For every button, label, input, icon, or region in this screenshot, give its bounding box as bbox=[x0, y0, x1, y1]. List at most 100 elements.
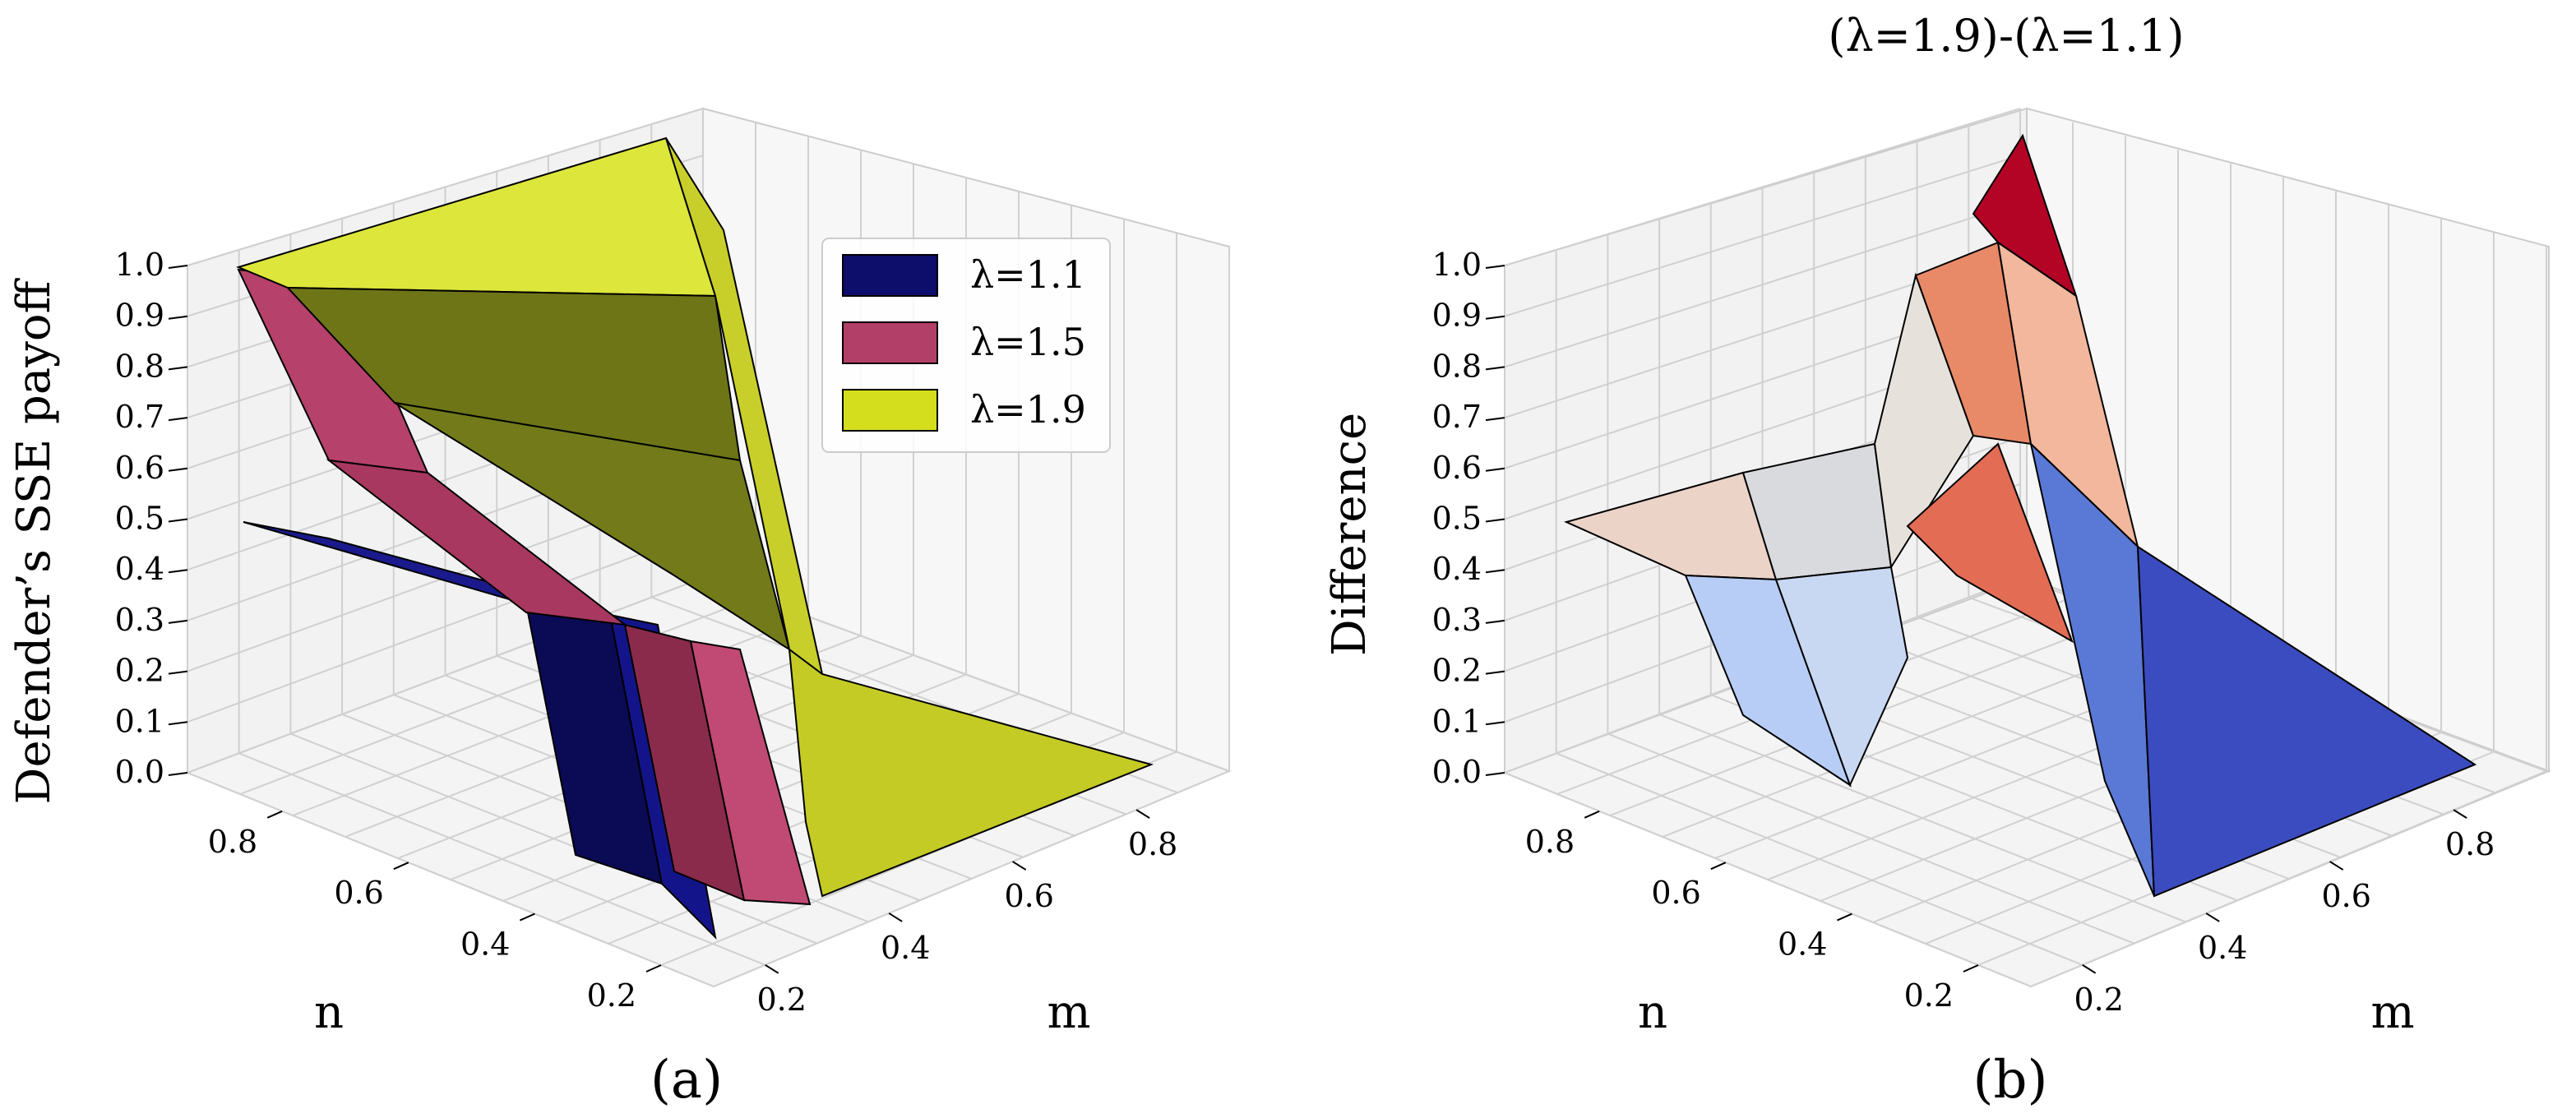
z-tick-label: 0.7 bbox=[115, 399, 164, 435]
z-tick-label: 0.4 bbox=[115, 551, 164, 587]
z-tick-label: 0.4 bbox=[1432, 551, 1482, 587]
z-tick bbox=[1485, 569, 1505, 574]
z-tick-label: 0.6 bbox=[115, 450, 164, 486]
n-tick bbox=[645, 964, 662, 972]
z-tick bbox=[1485, 670, 1505, 675]
surface-lambda-1.9 bbox=[236, 136, 1154, 898]
n-tick bbox=[1963, 964, 1979, 972]
z-tick-label: 0.8 bbox=[1432, 348, 1482, 384]
z-tick bbox=[1485, 721, 1505, 726]
n-tick bbox=[1710, 862, 1727, 871]
panel-b-ylabel: n bbox=[1638, 986, 1667, 1039]
m-tick-label: 0.4 bbox=[881, 930, 930, 966]
z-tick bbox=[168, 772, 188, 776]
diff-floor-flat bbox=[2136, 545, 2477, 898]
panel-a-zlabel: Defender’s SSE payoff bbox=[7, 277, 61, 804]
legend-label-lambda-1.9: λ=1.9 bbox=[970, 387, 1086, 432]
surface-lambda-1.5 bbox=[237, 268, 812, 906]
z-tick-label: 1.0 bbox=[115, 247, 164, 283]
z-tick bbox=[1485, 315, 1505, 320]
n-tick-label: 0.6 bbox=[334, 875, 383, 911]
panel-a-ticks: 0.0 0.1 0.2 0.3 0.4 0.5 0.6 0.7 0.8 0.9 1.0 0.8 0.6 0… bbox=[115, 247, 1178, 1018]
surface-1.9-plateau bbox=[236, 136, 717, 298]
z-tick bbox=[168, 467, 188, 472]
n-tick-label: 0.2 bbox=[1904, 977, 1954, 1014]
m-tick bbox=[1135, 809, 1150, 820]
diff-near-mid-well bbox=[1774, 566, 1909, 788]
panel-a-caption: (a) bbox=[650, 1050, 723, 1111]
panel-a-xlabel: m bbox=[1047, 986, 1090, 1039]
m-tick bbox=[888, 912, 903, 922]
z-tick bbox=[1485, 619, 1505, 624]
legend-swatch-lambda-1.5 bbox=[842, 321, 938, 364]
panel-a-legend: λ=1.1 λ=1.5 λ=1.9 bbox=[821, 238, 1111, 453]
z-tick bbox=[1485, 772, 1505, 776]
panel-b-xlabel: m bbox=[2370, 986, 2414, 1039]
z-tick bbox=[168, 366, 188, 371]
z-tick-label: 0.8 bbox=[115, 348, 164, 384]
z-tick-label: 0.1 bbox=[1432, 703, 1482, 739]
z-tick-label: 0.5 bbox=[115, 501, 164, 537]
legend-label-lambda-1.1: λ=1.1 bbox=[970, 252, 1086, 297]
z-tick bbox=[168, 417, 188, 422]
m-tick-label: 0.8 bbox=[2445, 826, 2495, 862]
z-tick-label: 0.1 bbox=[115, 703, 164, 739]
diff-mid-bump bbox=[1906, 442, 2074, 644]
m-tick-label: 0.8 bbox=[1128, 826, 1177, 862]
m-tick bbox=[765, 963, 779, 974]
z-tick-label: 0.0 bbox=[115, 754, 164, 790]
m-tick bbox=[2082, 963, 2097, 974]
legend-swatch-lambda-1.9 bbox=[842, 389, 938, 432]
m-tick-label: 0.2 bbox=[756, 982, 806, 1018]
z-tick bbox=[168, 670, 188, 675]
z-tick bbox=[168, 721, 188, 726]
m-tick-label: 0.6 bbox=[1004, 878, 1053, 914]
z-tick bbox=[1485, 265, 1505, 269]
panel-b-title: (λ=1.9)-(λ=1.1) bbox=[1828, 10, 2184, 62]
z-tick-label: 0.9 bbox=[1432, 298, 1482, 334]
n-tick-label: 0.8 bbox=[1525, 824, 1575, 860]
m-tick bbox=[2329, 861, 2344, 871]
legend-swatch-lambda-1.1 bbox=[842, 254, 938, 297]
n-tick-label: 0.4 bbox=[460, 926, 510, 963]
z-tick-label: 0.9 bbox=[115, 298, 164, 334]
z-tick-label: 0.5 bbox=[1432, 501, 1482, 537]
legend-label-lambda-1.5: λ=1.5 bbox=[970, 320, 1086, 364]
n-tick bbox=[393, 862, 409, 871]
n-tick bbox=[1584, 810, 1600, 819]
n-tick-label: 0.4 bbox=[1778, 926, 1827, 963]
n-tick bbox=[1836, 912, 1852, 922]
z-tick bbox=[168, 569, 188, 574]
panel-a: 0.0 0.1 0.2 0.3 0.4 0.5 0.6 0.7 0.8 0.9 1.0 0.8 0.6 0… bbox=[7, 107, 1232, 1111]
n-tick-label: 0.6 bbox=[1651, 875, 1700, 911]
n-tick-label: 0.8 bbox=[208, 824, 257, 860]
z-tick-label: 0.2 bbox=[115, 653, 164, 689]
z-tick-label: 0.2 bbox=[1432, 653, 1482, 689]
panel-b-ticks: 0.0 0.1 0.2 0.3 0.4 0.5 0.6 0.7 0.8 0.9 1.0 0.8 0.6 0… bbox=[1432, 247, 2495, 1018]
m-tick bbox=[2453, 809, 2467, 820]
difference-surface bbox=[1564, 133, 2477, 898]
z-tick bbox=[168, 315, 188, 320]
panel-b-zlabel: Difference bbox=[1323, 413, 1376, 656]
n-tick bbox=[519, 912, 535, 922]
z-tick-label: 0.3 bbox=[115, 602, 164, 638]
surface-1.9-floor bbox=[788, 647, 1154, 898]
floor-gridline bbox=[713, 770, 1230, 987]
m-tick-label: 0.4 bbox=[2198, 930, 2247, 966]
z-tick bbox=[1485, 417, 1505, 422]
m-tick-label: 0.6 bbox=[2321, 878, 2370, 914]
panel-a-ylabel: n bbox=[314, 986, 344, 1039]
n-tick bbox=[266, 810, 283, 819]
surface-1.5-cliff-side bbox=[689, 640, 812, 906]
panel-b-caption: (b) bbox=[1973, 1050, 2048, 1111]
z-tick bbox=[1485, 366, 1505, 371]
z-tick-label: 1.0 bbox=[1432, 247, 1482, 283]
z-tick bbox=[168, 518, 188, 523]
z-tick-label: 0.6 bbox=[1432, 450, 1482, 486]
z-tick-label: 0.7 bbox=[1432, 399, 1482, 435]
m-tick bbox=[2205, 912, 2220, 922]
z-tick bbox=[1485, 518, 1505, 523]
floor-gridline bbox=[2030, 770, 2547, 987]
m-tick-label: 0.2 bbox=[2074, 982, 2123, 1018]
